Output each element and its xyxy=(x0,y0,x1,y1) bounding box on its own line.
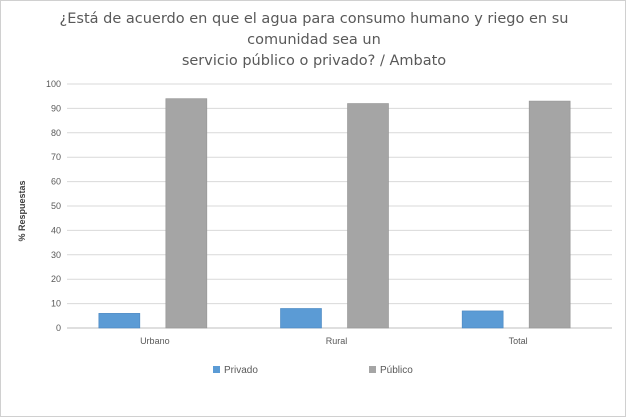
y-tick-label: 40 xyxy=(51,225,61,235)
bar-privado-rural xyxy=(280,308,322,329)
chart-title-line1: ¿Está de acuerdo en que el agua para con… xyxy=(59,11,569,48)
legend-swatch-privado xyxy=(213,366,220,373)
legend-swatch-público xyxy=(369,366,376,373)
bar-público-total xyxy=(528,100,571,329)
bar-privado-urbano xyxy=(98,313,141,329)
chart-title-line2: servicio público o privado? / Ambato xyxy=(181,53,447,69)
bar-público-rural xyxy=(347,103,389,329)
bars xyxy=(98,98,571,329)
legend: Privado Público xyxy=(213,365,413,376)
x-tick-label: Urbano xyxy=(140,336,170,346)
x-tick-label: Rural xyxy=(326,336,348,346)
y-tick-label: 30 xyxy=(51,250,61,260)
y-tick-label: 20 xyxy=(51,274,61,284)
gridlines xyxy=(67,83,612,329)
y-tick-label: 90 xyxy=(51,103,61,113)
y-tick-label: 10 xyxy=(51,299,61,309)
y-axis-label: % Respuestas xyxy=(17,180,27,241)
y-tick-labels: 0 10 20 30 40 50 60 70 80 90 100 xyxy=(46,79,61,333)
x-tick-labels: Urbano Rural Total xyxy=(140,336,528,346)
y-tick-label: 0 xyxy=(56,323,61,333)
y-tick-label: 50 xyxy=(51,201,61,211)
y-tick-label: 80 xyxy=(51,128,61,138)
legend-label-público: Público xyxy=(380,365,413,376)
y-tick-label: 100 xyxy=(46,79,61,89)
chart-title: ¿Está de acuerdo en que el agua para con… xyxy=(41,9,587,72)
bar-privado-total xyxy=(461,310,504,329)
x-tick-label: Total xyxy=(509,336,528,346)
legend-label-privado: Privado xyxy=(224,365,258,376)
y-tick-label: 60 xyxy=(51,177,61,187)
y-tick-label: 70 xyxy=(51,152,61,162)
bar-público-urbano xyxy=(165,98,208,329)
